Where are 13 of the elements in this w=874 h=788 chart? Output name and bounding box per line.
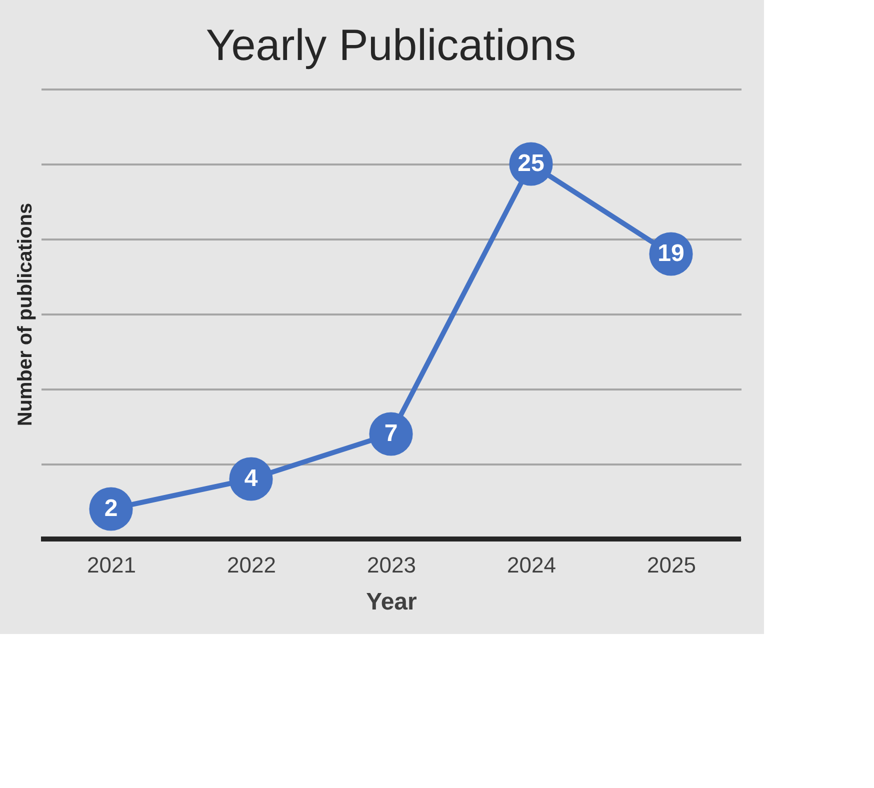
x-tick-label: 2021	[87, 552, 136, 578]
x-tick-label: 2025	[647, 552, 696, 578]
data-label: 4	[244, 465, 258, 492]
data-label: 19	[658, 240, 684, 267]
x-tick-label: 2023	[367, 552, 416, 578]
chart-title: Yearly Publications	[206, 21, 576, 70]
x-tick-label: 2024	[507, 552, 556, 578]
data-label: 7	[384, 420, 398, 447]
x-tick-label: 2022	[227, 552, 276, 578]
data-label: 25	[518, 150, 544, 177]
x-axis-title: Year	[366, 588, 417, 616]
data-label: 2	[104, 495, 118, 522]
y-axis-title: Number of publications	[14, 202, 36, 426]
